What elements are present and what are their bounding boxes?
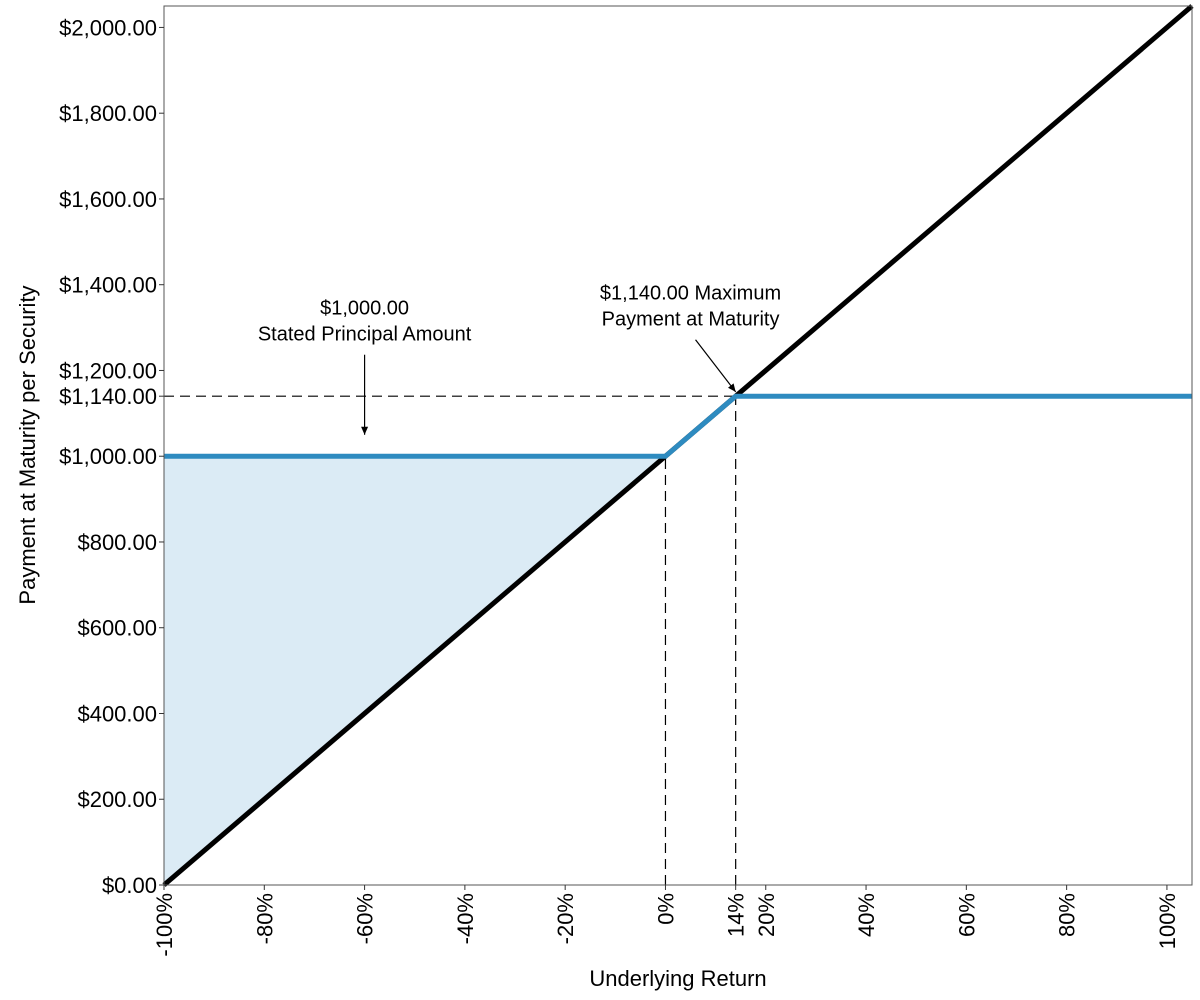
- y-tick-label: $2,000.00: [59, 15, 157, 40]
- y-tick-label: $1,200.00: [59, 358, 157, 383]
- y-tick-label: $600.00: [77, 616, 157, 641]
- x-tick-label: -100%: [152, 893, 177, 957]
- x-tick-label: 40%: [854, 893, 879, 937]
- x-axis-title: Underlying Return: [589, 966, 766, 991]
- y-tick-label: $1,000.00: [59, 444, 157, 469]
- y-axis-title: Payment at Maturity per Security: [15, 285, 40, 604]
- y-tick-label: $800.00: [77, 530, 157, 555]
- y-tick-label: $200.00: [77, 787, 157, 812]
- annotation-arrow-line: [695, 339, 737, 393]
- x-tick-label: -20%: [553, 893, 578, 944]
- x-tick-label: 0%: [653, 893, 678, 925]
- x-tick-label: 14%: [724, 893, 749, 937]
- annotations-layer: $1,000.00 Stated Principal Amount $1,140.0…: [258, 283, 781, 435]
- annotation-text: Payment at Maturity: [602, 309, 780, 331]
- x-tick-label: 100%: [1155, 893, 1180, 949]
- annotation-text: Stated Principal Amount: [258, 324, 472, 346]
- y-tick-label: $1,400.00: [59, 273, 157, 298]
- y-tick-label: $1,800.00: [59, 101, 157, 126]
- ticks-layer: $0.00 $200.00 $400.00 $600.00 $800.00 $1,000.…: [59, 15, 1180, 956]
- x-tick-label: 60%: [954, 893, 979, 937]
- x-tick-label: -40%: [453, 893, 478, 944]
- annotation-text: $1,000.00: [320, 298, 409, 320]
- annotation-arrow-head: [361, 426, 369, 435]
- annotation-arrow-head: [728, 383, 736, 392]
- series-layer: [162, 4, 1194, 887]
- x-tick-label: 20%: [754, 893, 779, 937]
- reference-lines-layer: [164, 395, 737, 885]
- annotation-text: $1,140.00 Maximum: [600, 283, 781, 305]
- annotation-principal: $1,000.00 Stated Principal Amount: [258, 298, 472, 435]
- y-tick-label: $0.00: [102, 873, 157, 898]
- y-tick-label: $1,140.00: [59, 384, 157, 409]
- security-payoff-line: [164, 393, 1192, 459]
- annotation-maximum: $1,140.00 Maximum Payment at Maturity: [600, 283, 781, 393]
- y-tick-label: $1,600.00: [59, 187, 157, 212]
- x-tick-label: -60%: [353, 893, 378, 944]
- x-tick-label: -80%: [252, 893, 277, 944]
- y-tick-label: $400.00: [77, 701, 157, 726]
- plot-frame: [163, 5, 1193, 886]
- x-tick-label: 80%: [1055, 893, 1080, 937]
